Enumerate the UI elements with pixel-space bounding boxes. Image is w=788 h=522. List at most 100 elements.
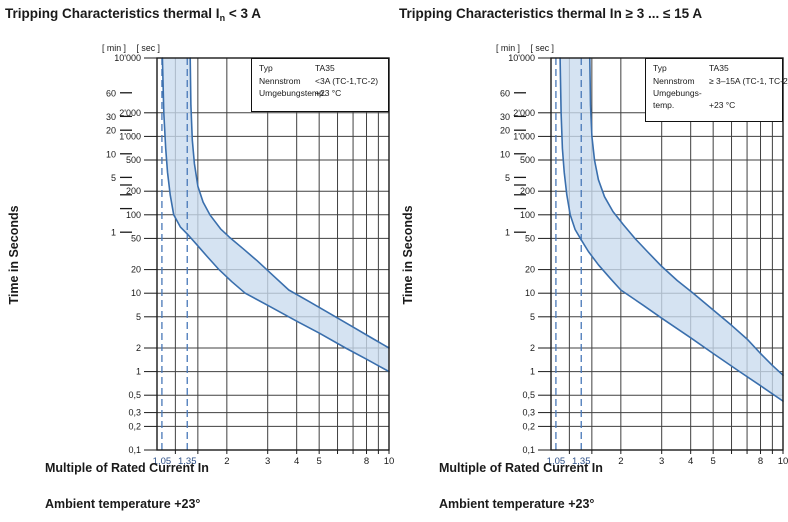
tick-label: 20 — [106, 126, 116, 136]
tick-label: 50 — [131, 233, 141, 243]
chart-title: Tripping Characteristics thermal In < 3 … — [5, 6, 261, 23]
tick-label: 1,05 — [153, 456, 172, 467]
tick-label: 5 — [111, 173, 116, 183]
legend-row: Umgebungstemp. +23 °C — [259, 88, 386, 100]
tick-label: 0,2 — [522, 421, 535, 431]
tripping-characteristics-chart: 10'000 2'000 1'000 500 200 100 50 20 10 5 2 1 0,5 0,3… — [102, 43, 394, 467]
chart-title: Tripping Characteristics thermal In ≥ 3 … — [399, 6, 702, 21]
tick-label: 1 — [530, 367, 535, 377]
tick-label: 5 — [711, 456, 716, 467]
lower-tripping-limit-curve — [559, 57, 784, 402]
tick-label: 0,3 — [522, 408, 535, 418]
legend-row: Typ TA35 — [653, 63, 780, 75]
tick-label: 20 — [131, 265, 141, 275]
tick-label: 0,5 — [522, 390, 535, 400]
legend-value: +23 °C — [709, 99, 736, 110]
upper-tripping-limit-curve — [189, 57, 390, 349]
lower-tripping-limit-curve — [161, 57, 390, 373]
tick-label: 200 — [520, 186, 535, 196]
tick-label: 4 — [688, 456, 693, 467]
tick-label: 3 — [265, 456, 270, 467]
tick-label: 1,35 — [572, 456, 591, 467]
chart-title-suffix: < 3 A — [225, 6, 261, 21]
legend-box: Typ TA35 Nennstrom ≥ 3–15A (TC-1, TC-2) Um… — [645, 58, 788, 122]
tick-label: [ sec ] — [531, 43, 554, 53]
tick-label: 0,3 — [128, 408, 141, 418]
chart-title-text: Tripping Characteristics thermal I — [5, 6, 220, 21]
tick-label: 0,1 — [522, 445, 535, 455]
legend-label: Nennstrom — [653, 75, 695, 86]
legend-label: Umgebungs- temp. — [653, 88, 702, 110]
tick-label: 1 — [111, 228, 116, 238]
legend-label: Umgebungstemp. — [259, 88, 327, 98]
tick-label: 1,35 — [178, 456, 197, 467]
tick-label: 0,5 — [128, 390, 141, 400]
tick-label: 0,2 — [128, 421, 141, 431]
tick-label: 4 — [294, 456, 299, 467]
legend-label: Nennstrom — [259, 75, 301, 86]
tick-label: [ sec ] — [137, 43, 160, 53]
tick-label: 10'000 — [508, 53, 535, 63]
tick-label: 10 — [384, 456, 394, 467]
tick-label: 1,05 — [547, 456, 566, 467]
legend-value: +23 °C — [315, 88, 342, 98]
tick-label: 8 — [364, 456, 369, 467]
chart-title-subscript: n — [219, 13, 226, 23]
legend-row: Nennstrom ≥ 3–15A (TC-1, TC-2) — [653, 75, 788, 88]
legend-label: Typ — [653, 63, 667, 73]
legend-value: TA35 — [315, 63, 335, 73]
x-axis-label: Multiple of Rated Current In — [439, 461, 603, 475]
upper-tripping-limit-curve — [589, 57, 784, 377]
tick-label: 30 — [106, 112, 116, 122]
tripping-band — [560, 58, 783, 402]
tick-label: 5 — [317, 456, 322, 467]
chart-panel-left: Tripping Characteristics thermal In < 3 … — [5, 6, 394, 511]
tick-label: 2'000 — [513, 108, 535, 118]
legend-value: <3A (TC-1,TC-2) — [315, 75, 379, 86]
tick-label: 500 — [126, 155, 141, 165]
tick-label: 10 — [131, 288, 141, 298]
tick-label: 30 — [500, 112, 510, 122]
tick-label: 1 — [505, 228, 510, 238]
tick-label: 10'000 — [114, 53, 141, 63]
tick-label: 100 — [520, 210, 535, 220]
ambient-temperature-label: Ambient temperature +23° — [45, 497, 201, 511]
tick-label: 5 — [136, 312, 141, 322]
tick-label: 10 — [106, 149, 116, 159]
tick-label: 8 — [758, 456, 763, 467]
tick-label: 2 — [224, 456, 229, 467]
tick-label: 60 — [500, 88, 510, 98]
tick-label: 100 — [126, 210, 141, 220]
tick-label: [ min ] — [496, 43, 520, 53]
tick-label: 10 — [525, 288, 535, 298]
tick-label: 0,1 — [128, 445, 141, 455]
tick-label: 2 — [618, 456, 623, 467]
chart-title-text: Tripping Characteristics thermal In ≥ 3 … — [399, 6, 703, 21]
tripping-characteristics-chart: 10'000 2'000 1'000 500 200 100 50 20 10 5 2 1 0,5 0,3… — [496, 43, 788, 467]
tick-label: 60 — [106, 88, 116, 98]
tick-label: 1 — [136, 367, 141, 377]
legend-label: Typ — [259, 63, 273, 73]
legend-value: ≥ 3–15A (TC-1, TC-2) — [709, 75, 788, 86]
tick-label: 10 — [500, 149, 510, 159]
legend-row: Typ TA35 — [259, 63, 386, 75]
tick-label: 2'000 — [119, 108, 141, 118]
tick-label: 200 — [126, 186, 141, 196]
legend-row: Nennstrom <3A (TC-1,TC-2) — [259, 76, 386, 88]
tick-label: 3 — [659, 456, 664, 467]
x-axis-label: Multiple of Rated Current In — [45, 461, 209, 475]
tick-label: 1'000 — [513, 131, 535, 141]
tick-label: 5 — [530, 312, 535, 322]
legend-row: Umgebungs- temp. +23 °C — [653, 88, 780, 111]
tick-label: 1'000 — [119, 131, 141, 141]
tick-label: [ min ] — [102, 43, 126, 53]
tick-label: 20 — [525, 265, 535, 275]
tick-label: 2 — [136, 343, 141, 353]
legend-box: Typ TA35 Nennstrom <3A (TC-1,TC-2) Umgebun… — [251, 58, 389, 112]
tick-label: 500 — [520, 155, 535, 165]
tick-label: 10 — [778, 456, 788, 467]
tick-label: 20 — [500, 126, 510, 136]
tick-label: 50 — [525, 233, 535, 243]
chart-panel-right: Tripping Characteristics thermal In ≥ 3 … — [394, 0, 788, 522]
tick-label: 5 — [505, 173, 510, 183]
